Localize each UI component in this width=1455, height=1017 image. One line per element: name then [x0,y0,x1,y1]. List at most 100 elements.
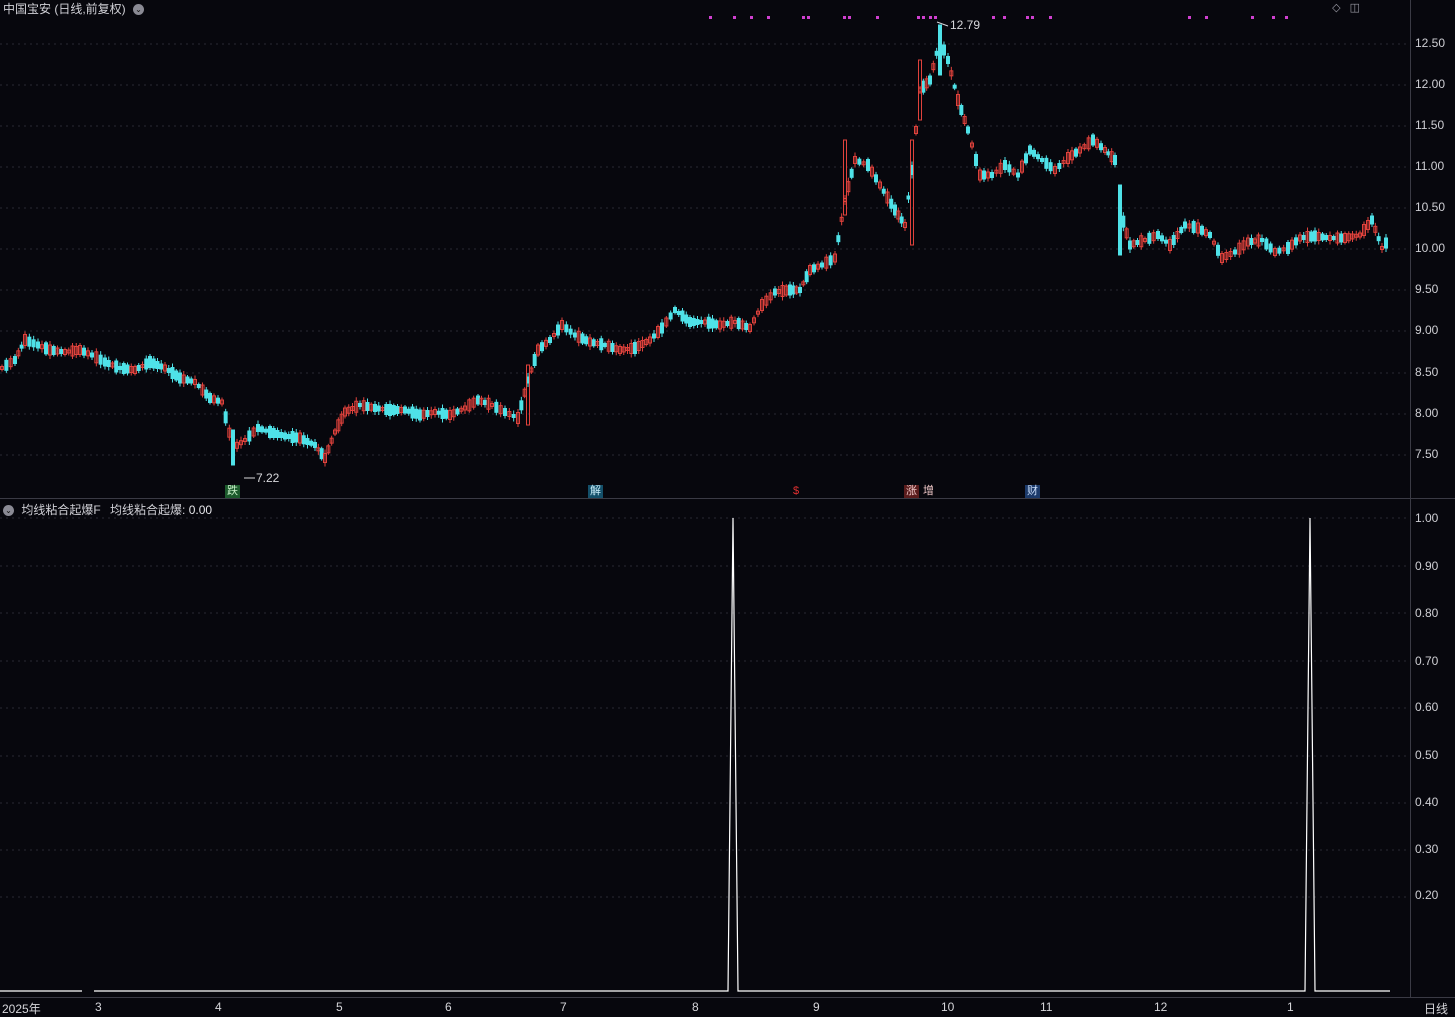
candle-body [1179,227,1184,233]
candle-body [212,395,216,404]
candle-body [914,126,918,134]
candle-body [129,366,134,373]
candle-body [494,401,499,413]
candle-body [140,364,145,368]
candle-body [208,393,212,403]
candle-body [361,400,366,412]
window-icon[interactable]: ◫ [1349,2,1360,14]
corner-icons: ◇ ◫ [1332,1,1360,14]
candle-body [166,368,171,373]
candle-body [1366,220,1370,230]
candle-body [459,407,464,412]
candle-body [962,116,967,124]
candle-body [798,287,802,293]
candle-body [1277,247,1282,254]
candle-body [170,367,175,379]
panel-divider[interactable] [0,498,1455,499]
indicator-name: 均线粘合起爆F [21,503,101,517]
candle-body [251,427,256,437]
price-tick: 9.00 [1415,323,1439,337]
period-label[interactable]: 日线 [1424,1002,1449,1016]
candle-body [51,346,56,355]
event-tag-drop[interactable]: 跌 [225,485,240,498]
chevron-down-icon[interactable]: ⌄ [3,505,14,517]
candle-body [801,281,806,286]
time-label: 11 [1040,1000,1053,1014]
candle-body [48,344,52,356]
candle-body [1036,154,1040,160]
candlestick-panel[interactable]: 中国宝安 (日线,前复权) ⌄ ◇ ◫ 12.79 7.22 跌 解 $ 涨 增… [0,0,1410,498]
candle-body [19,344,24,349]
candle-body [1113,155,1117,165]
candle-body [560,320,564,330]
candle-body [1370,215,1374,225]
candle-body [301,435,306,445]
event-tag-dollar[interactable]: $ [793,485,800,497]
event-tag-finance[interactable]: 财 [1025,485,1040,498]
candle-body [1016,172,1020,178]
candle-body [373,404,377,412]
candle-body [994,169,999,174]
price-axis[interactable]: 12.50 12.00 11.50 11.00 10.50 10.00 9.50… [1410,0,1455,997]
time-axis[interactable]: 2025年 3 4 5 6 7 8 9 10 11 12 1 日线 [0,997,1455,1016]
candle-body [870,166,874,177]
candle-body [268,426,272,438]
high-arrow [936,21,949,27]
candle-body [333,429,337,435]
candle-body [874,174,878,183]
candle-body [1086,137,1091,150]
candle-body [599,338,604,351]
candle-body [878,181,882,189]
event-tag-unlock[interactable]: 解 [588,485,603,498]
candlestick-chart[interactable] [0,0,1410,498]
candle-body [151,358,156,369]
candle-body [189,378,194,384]
chart-title[interactable]: 中国宝安 (日线,前复权) ⌄ [3,0,145,17]
candle-body [223,411,228,424]
candle-body [1324,235,1329,240]
event-tag-rise[interactable]: 涨 [904,485,919,498]
candle-body [1331,236,1336,240]
price-tick: 10.50 [1415,200,1446,214]
candle-body [271,428,276,438]
signal-dot [807,16,810,19]
indicator-chart[interactable] [0,500,1410,997]
candle-body [1128,240,1132,250]
candle-body [1175,231,1180,239]
candle-body [684,314,689,324]
candle-body [1286,242,1290,254]
candle-body [1066,152,1070,164]
candle-body [220,399,224,405]
candle-body [664,317,669,327]
candle-body [440,408,445,419]
signal-dot [802,16,805,19]
event-tag-increase[interactable]: 增 [923,485,934,497]
candle-body [264,428,268,433]
candle-body [106,360,111,367]
price-tick: 8.00 [1415,406,1439,420]
candle-body [833,253,837,263]
candle-body [1281,247,1286,252]
signal-dot [733,16,736,19]
diamond-icon[interactable]: ◇ [1332,2,1341,14]
candle-body [216,397,220,404]
candle-body [1328,235,1332,241]
candle-body [63,349,67,355]
candle-body [403,406,407,414]
chevron-down-icon[interactable]: ⌄ [133,4,145,16]
indicator-title[interactable]: ⌄ 均线粘合起爆F 均线粘合起爆: 0.00 [3,501,212,518]
candle-body [1057,163,1062,169]
candle-body [103,357,107,367]
candle-body [710,318,715,329]
candle-body [298,432,302,444]
candle-body [200,384,205,396]
candle-body [286,434,291,439]
candle-body [0,366,4,370]
candle-body [388,404,392,416]
candle-body [1298,234,1302,242]
candle-body [343,407,347,417]
candle-body [1233,249,1237,255]
candle-body [1208,232,1212,238]
indicator-tick: 0.90 [1415,559,1439,573]
indicator-panel[interactable] [0,500,1410,997]
